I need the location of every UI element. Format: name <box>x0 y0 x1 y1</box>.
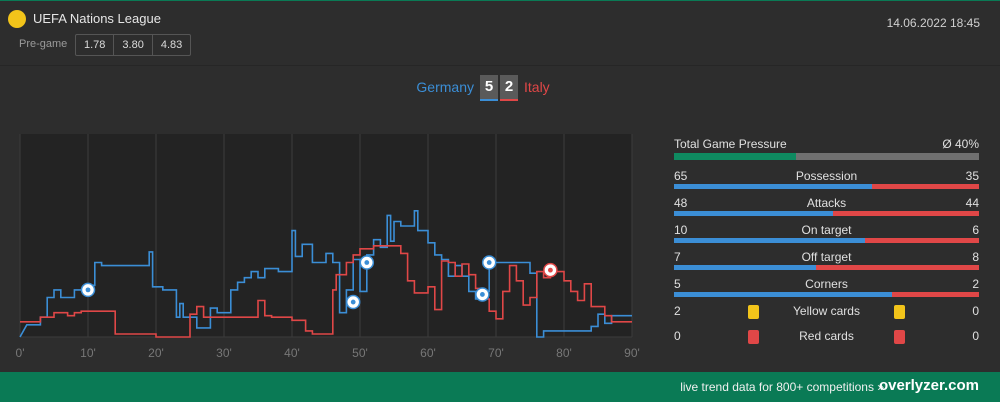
pregame-odds: 1.78 3.80 4.83 <box>75 34 192 56</box>
plot-background <box>20 134 632 337</box>
x-tick-label: 90' <box>624 346 640 360</box>
stat-away-value: 35 <box>965 169 979 183</box>
pressure-value: Ø 40% <box>942 137 979 151</box>
pressure-bar-fill <box>674 153 796 160</box>
pressure-chart: 0' 10' 20' 30' 40' 50' 60' 70' 80' 90' <box>16 134 640 360</box>
stat-label: Possession <box>795 169 858 183</box>
footer-banner[interactable]: live trend data for 800+ competitions » … <box>0 372 1000 402</box>
stat-label: Attacks <box>806 196 847 210</box>
goal-ball-icon <box>543 262 558 278</box>
chart-grid <box>19 134 633 338</box>
scoreline: Germany 5 2 Italy <box>0 74 1000 104</box>
x-tick-label: 60' <box>420 346 436 360</box>
stat-bar <box>674 184 979 189</box>
pressure-row: Total Game Pressure Ø 40% <box>674 137 979 161</box>
stat-row-off-target: 7 Off target 8 <box>674 250 979 270</box>
home-score: 5 <box>480 75 498 101</box>
x-tick-label: 0' <box>16 346 25 360</box>
stat-bar <box>674 292 979 297</box>
stat-bar <box>674 211 979 216</box>
goal-ball-icon <box>359 255 375 270</box>
x-tick-label: 10' <box>80 346 96 360</box>
pressure-label: Total Game Pressure <box>674 137 787 151</box>
away-score: 2 <box>500 75 518 101</box>
stat-home-value: 2 <box>674 304 681 318</box>
match-header: UEFA Nations League 14.06.2022 18:45 Pre… <box>0 1 1000 65</box>
stat-away-value: 8 <box>972 250 979 264</box>
stat-away-value: 2 <box>972 277 979 291</box>
stat-row-corners: 5 Corners 2 <box>674 277 979 297</box>
stat-label: Red cards <box>799 329 854 343</box>
goal-ball-icon <box>80 282 96 298</box>
goal-ball-icon <box>345 294 361 310</box>
stat-away-value: 44 <box>965 196 979 210</box>
ball-patch <box>85 287 91 293</box>
ball-patch <box>480 292 485 297</box>
x-tick-label: 30' <box>216 346 232 360</box>
red-card-icon <box>748 330 759 344</box>
x-tick-label: 70' <box>488 346 504 360</box>
stat-bar <box>674 238 979 243</box>
x-tick-label: 20' <box>148 346 164 360</box>
header-divider <box>0 65 1000 66</box>
stat-away-value: 0 <box>972 304 979 318</box>
chart-series <box>19 210 632 338</box>
goal-ball-icon <box>475 287 490 302</box>
home-team-name[interactable]: Germany <box>416 79 474 95</box>
stat-home-value: 7 <box>674 250 681 264</box>
red-card-icon <box>894 330 905 344</box>
odd-home: 1.78 <box>76 35 115 55</box>
stat-bar-home <box>674 238 865 243</box>
home-pressure-line <box>19 210 632 338</box>
pregame-label: Pre-game <box>19 38 68 50</box>
x-tick-label: 50' <box>352 346 368 360</box>
yellow-card-icon <box>894 305 905 319</box>
stat-row-yellow-cards: 2 Yellow cards 0 <box>674 304 979 324</box>
brand-logo-text[interactable]: overlyzer.com <box>878 377 979 394</box>
top-accent-line <box>0 0 1000 1</box>
away-team-name[interactable]: Italy <box>524 79 550 95</box>
stat-bar-home <box>674 292 892 297</box>
stat-bar <box>674 265 979 270</box>
ball-patch <box>364 260 370 265</box>
x-axis-ticks: 0' 10' 20' 30' 40' 50' 60' 70' 80' 90' <box>16 346 640 360</box>
stat-row-attacks: 48 Attacks 44 <box>674 196 979 216</box>
ball-patch <box>350 299 356 305</box>
stat-home-value: 48 <box>674 196 688 210</box>
stat-label: Off target <box>801 250 852 264</box>
x-tick-label: 40' <box>284 346 300 360</box>
yellow-card-icon <box>748 305 759 319</box>
stat-bar-home <box>674 211 834 216</box>
stat-row-possession: 65 Possession 35 <box>674 169 979 189</box>
goal-markers <box>80 255 558 310</box>
stat-row-red-cards: 0 Red cards 0 <box>674 329 979 349</box>
stat-home-value: 0 <box>674 329 681 343</box>
stat-home-value: 5 <box>674 277 681 291</box>
pressure-bar <box>674 153 979 160</box>
ball-patch <box>548 267 553 273</box>
footer-tagline[interactable]: live trend data for 800+ competitions » <box>680 380 884 394</box>
goal-ball-icon <box>481 255 497 270</box>
stat-bar-home <box>674 265 817 270</box>
stat-label: Yellow cards <box>793 304 860 318</box>
odd-draw: 3.80 <box>114 35 153 55</box>
stat-away-value: 0 <box>972 329 979 343</box>
stat-bar-home <box>674 184 873 189</box>
ball-patch <box>486 260 492 265</box>
league-icon <box>8 10 26 28</box>
x-tick-label: 80' <box>556 346 572 360</box>
odd-away: 4.83 <box>160 39 183 51</box>
stat-home-value: 10 <box>674 223 688 237</box>
stat-label: Corners <box>805 277 848 291</box>
stat-row-on-target: 10 On target 6 <box>674 223 979 243</box>
stat-home-value: 65 <box>674 169 688 183</box>
stat-label: On target <box>801 223 852 237</box>
away-pressure-line <box>20 245 632 338</box>
match-date: 14.06.2022 18:45 <box>886 16 980 30</box>
stat-away-value: 6 <box>972 223 979 237</box>
league-name[interactable]: UEFA Nations League <box>33 11 161 26</box>
